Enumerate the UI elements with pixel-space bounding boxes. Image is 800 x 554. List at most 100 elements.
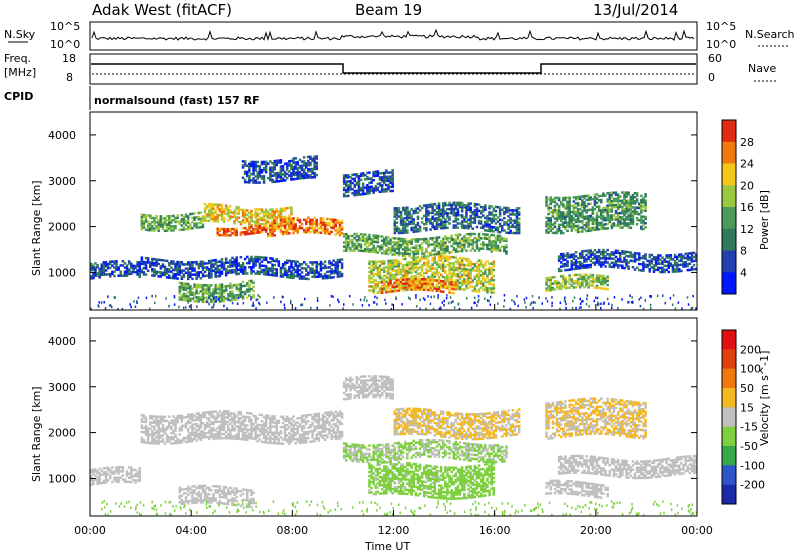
data-cell	[241, 284, 245, 288]
data-cell	[597, 274, 601, 277]
data-cell	[315, 271, 319, 274]
data-cell	[290, 163, 293, 167]
data-cell	[435, 283, 439, 286]
data-cell	[395, 245, 399, 249]
data-cell	[347, 247, 350, 250]
data-cell	[260, 171, 264, 174]
data-cell	[275, 176, 279, 179]
data-cell	[330, 261, 333, 265]
data-cell	[560, 211, 563, 214]
data-cell	[250, 209, 253, 213]
data-cell	[184, 227, 188, 231]
data-cell	[427, 245, 430, 249]
data-cell	[199, 296, 203, 299]
data-cell	[330, 218, 333, 221]
data-cell	[241, 270, 245, 273]
data-cell	[243, 272, 247, 275]
data-cell	[465, 241, 468, 244]
data-cell	[387, 266, 390, 269]
ground-scatter-cell	[503, 299, 506, 302]
data-cell	[252, 164, 255, 168]
data-cell	[309, 157, 312, 161]
data-cell	[248, 232, 251, 236]
data-cell	[222, 216, 226, 220]
data-cell	[210, 263, 213, 267]
data-cell	[437, 212, 441, 216]
data-cell	[309, 220, 312, 224]
data-cell	[690, 251, 694, 255]
data-cell	[412, 250, 416, 254]
data-cell	[471, 289, 475, 293]
data-cell	[562, 274, 565, 278]
data-cell	[606, 192, 609, 195]
data-cell	[477, 237, 481, 240]
data-cell	[383, 179, 386, 183]
data-cell	[220, 272, 224, 275]
data-cell	[600, 221, 603, 225]
data-cell	[290, 159, 293, 163]
data-cell	[446, 286, 449, 290]
data-cell	[448, 276, 451, 279]
ground-scatter-cell	[484, 297, 486, 300]
data-cell	[488, 241, 491, 245]
data-cell	[484, 222, 487, 226]
data-cell	[583, 277, 586, 281]
data-cell	[585, 257, 588, 261]
data-cell	[408, 212, 411, 215]
data-cell	[345, 249, 348, 252]
data-cell	[444, 280, 447, 283]
data-cell	[492, 209, 496, 213]
data-cell	[222, 234, 226, 237]
data-cell	[393, 229, 397, 233]
data-cell	[486, 223, 489, 226]
data-cell	[227, 269, 230, 273]
data-cell	[286, 230, 289, 233]
data-cell	[387, 171, 390, 174]
data-cell	[239, 283, 243, 286]
data-cell	[460, 273, 464, 277]
data-cell	[467, 274, 470, 278]
data-cell	[589, 227, 593, 230]
data-cell	[454, 214, 458, 217]
data-cell	[568, 196, 571, 199]
data-cell	[184, 215, 188, 218]
data-cell	[465, 268, 468, 271]
data-cell	[572, 253, 576, 256]
data-cell	[517, 225, 521, 229]
data-cell	[315, 231, 319, 234]
data-cell	[458, 263, 462, 266]
data-cell	[583, 207, 586, 210]
data-cell	[374, 264, 378, 268]
data-cell	[517, 217, 521, 220]
data-cell	[623, 191, 626, 194]
data-cell	[366, 235, 369, 239]
data-cell	[456, 237, 460, 241]
data-cell	[633, 206, 637, 209]
data-cell	[465, 274, 468, 277]
data-cell	[471, 243, 475, 246]
data-cell	[640, 194, 643, 198]
data-cell	[486, 229, 489, 232]
data-cell	[218, 283, 222, 287]
data-cell	[191, 293, 194, 297]
data-cell	[593, 208, 597, 211]
data-cell	[138, 275, 142, 279]
data-cell	[549, 227, 553, 230]
data-cell	[296, 227, 300, 230]
data-cell	[250, 268, 253, 271]
data-cell	[218, 300, 222, 303]
data-cell	[437, 257, 441, 260]
data-cell	[385, 252, 388, 255]
data-cell	[488, 272, 491, 276]
data-cell	[427, 284, 430, 288]
data-cell	[359, 249, 363, 252]
data-cell	[410, 281, 413, 285]
data-cell	[673, 260, 677, 263]
data-cell	[191, 227, 194, 230]
data-cell	[383, 266, 386, 269]
data-cell	[469, 208, 472, 212]
data-cell	[513, 225, 517, 229]
data-cell	[224, 228, 228, 231]
data-cell	[469, 285, 472, 288]
data-cell	[328, 262, 331, 265]
